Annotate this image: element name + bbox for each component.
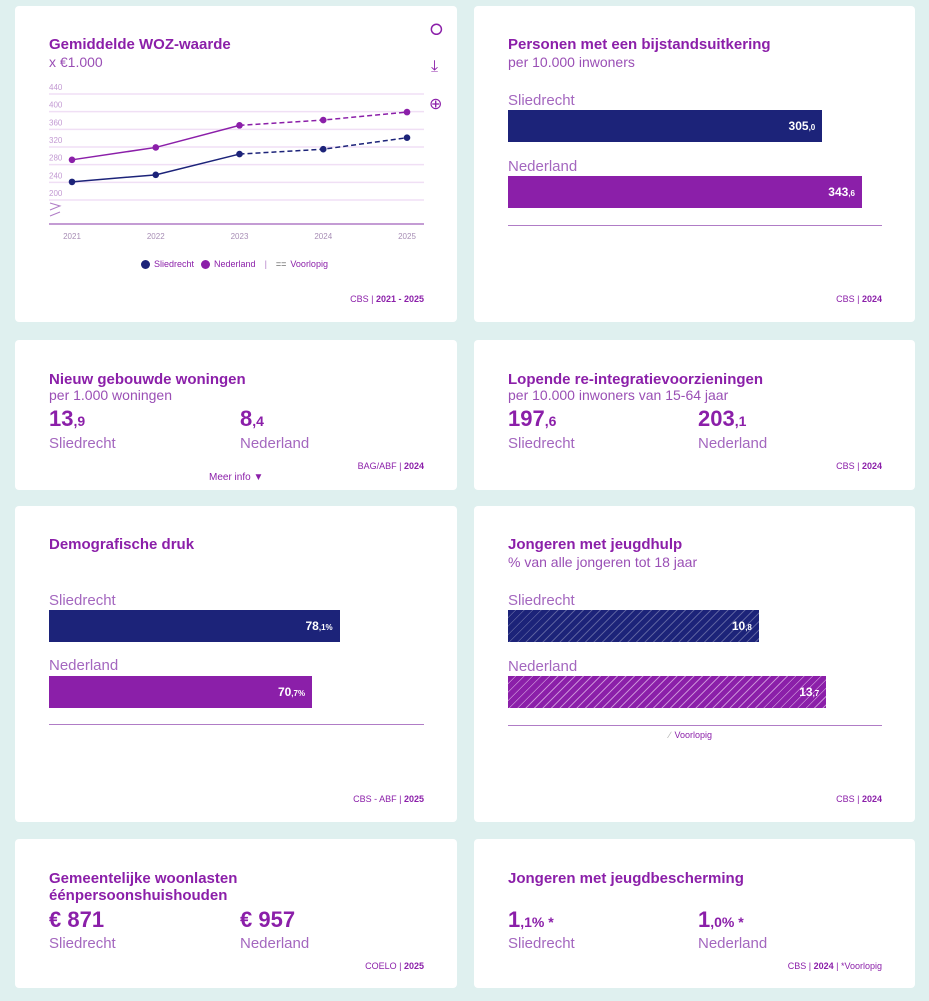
card-subtitle: % van alle jongeren tot 18 jaar — [508, 554, 698, 570]
legend-voorlopig: Voorlopig — [290, 259, 328, 269]
woz-line-chart: 200 240 280 320 360 400 440 2021 2022 2023 2024 202… — [49, 83, 424, 241]
x-tick-label: 2023 — [231, 232, 249, 241]
demografische-druk-card: Demografische druk Sliedrecht 78,1% Nede… — [15, 506, 457, 822]
card-subtitle: per 10.000 inwoners — [508, 54, 635, 70]
value-sliedrecht: 1,1% * — [508, 907, 554, 932]
reintegratie-card: Lopende re-integratievoorzieningen per 1… — [474, 340, 915, 490]
series-line-nederland — [71, 124, 240, 161]
bar-label: Sliedrecht — [508, 592, 575, 609]
chart-legend: Sliedrecht Nederland | == Voorlopig — [141, 259, 328, 269]
dash-icon: == — [275, 259, 287, 269]
bar-nederland: 343,6 — [508, 176, 862, 208]
data-point-nederland — [236, 122, 243, 129]
card-title: Nieuw gebouwde woningen — [49, 371, 246, 388]
source-label: CBS - ABF | 2025 — [353, 794, 424, 804]
bar-nederland: 70,7% — [49, 676, 313, 708]
value-sliedrecht: € 871 — [49, 907, 105, 932]
source-label: COELO | 2025 — [365, 961, 424, 971]
axis-break-icon — [49, 202, 62, 217]
value-sliedrecht: 197,6 — [508, 406, 557, 431]
value-nederland: 1,0% * — [698, 907, 744, 932]
woonlasten-card: Gemeentelijke woonlasten éénpersoonshuish… — [15, 839, 457, 988]
x-tick-label: 2022 — [147, 232, 165, 241]
label-nederland: Nederland — [240, 435, 310, 452]
value-nederland: 8,4 — [240, 406, 264, 431]
y-tick-label: 280 — [49, 154, 63, 163]
bar-label: Nederland — [508, 658, 578, 675]
data-point-nederland — [68, 156, 76, 164]
data-point-nederland — [152, 144, 160, 151]
bar-axis — [508, 725, 882, 726]
share-icon[interactable]: ⭘ — [430, 22, 443, 39]
source-label: CBS | 2021 - 2025 — [350, 294, 424, 304]
label-nederland: Nederland — [698, 435, 768, 452]
source-label: CBS | 2024 — [836, 794, 882, 804]
y-tick-label: 240 — [49, 171, 63, 180]
bar-sliedrecht: 10,8 — [508, 610, 759, 642]
jeugdbescherming-card: Jongeren met jeugdbescherming 1,1% * Sli… — [474, 839, 915, 988]
bar-sliedrecht: 78,1% — [49, 610, 340, 642]
card-title: Jongeren met jeugdhulp — [508, 536, 683, 553]
card-subtitle: per 10.000 inwoners van 15-64 jaar — [508, 387, 729, 403]
card-title: Lopende re-integratievoorzieningen — [508, 371, 764, 388]
data-point-sliedrecht — [319, 145, 327, 153]
zoom-in-icon[interactable]: ⊕ — [429, 96, 443, 113]
card-subtitle: x €1.000 — [49, 54, 103, 70]
bijstand-card: Personen met een bijstandsuitkering per … — [474, 6, 915, 322]
bar-axis — [49, 724, 424, 725]
woningen-card: Nieuw gebouwde woningen per 1.000 woning… — [15, 340, 457, 490]
legend-swatch-nederland — [201, 259, 211, 269]
source-label: CBS | 2024 — [836, 294, 882, 304]
caret-down-icon: ▼ — [253, 472, 264, 483]
voorlopig-legend: ∕ Voorlopig — [669, 730, 713, 740]
data-point-sliedrecht — [152, 171, 160, 179]
label-sliedrecht: Sliedrecht — [49, 935, 116, 952]
bar-axis — [508, 225, 882, 226]
hatch-icon: ∕ — [669, 730, 671, 740]
source-label: CBS | 2024 | *Voorlopig — [787, 961, 882, 971]
card-title: Gemeentelijke woonlasten éénpersoonshuish… — [49, 870, 238, 904]
legend-swatch-sliedrecht — [141, 259, 150, 269]
label-nederland: Nederland — [698, 935, 768, 952]
label-sliedrecht: Sliedrecht — [508, 935, 575, 952]
download-icon[interactable]: ⤓ — [431, 58, 439, 75]
data-point-nederland — [319, 116, 327, 124]
bar-label: Sliedrecht — [49, 592, 116, 609]
label-sliedrecht: Sliedrecht — [49, 435, 116, 452]
data-point-sliedrecht — [236, 150, 243, 158]
y-tick-label: 440 — [49, 83, 63, 92]
legend-sliedrecht: Sliedrecht — [154, 259, 195, 269]
value-sliedrecht: 13,9 — [49, 406, 86, 431]
y-tick-label: 360 — [49, 118, 63, 127]
x-tick-label: 2024 — [314, 232, 332, 241]
y-tick-label: 200 — [49, 189, 63, 198]
value-nederland: 203,1 — [698, 406, 747, 431]
bar-nederland: 13,7 — [508, 676, 827, 708]
bar-sliedrecht: 305,0 — [508, 110, 823, 142]
woz-card: Gemiddelde WOZ-waarde x €1.000 ⭘ ⤓ ⊕ 200… — [15, 6, 457, 322]
x-tick-label: 2021 — [63, 232, 81, 241]
source-label: CBS | 2024 — [836, 461, 882, 471]
y-tick-label: 400 — [49, 101, 63, 110]
data-point-nederland — [403, 108, 411, 116]
card-title: Jongeren met jeugdbescherming — [508, 870, 744, 887]
card-subtitle: per 1.000 woningen — [49, 387, 172, 403]
card-title: Gemiddelde WOZ-waarde — [49, 36, 231, 53]
source-label: BAG/ABF | 2024 — [357, 461, 424, 471]
legend-nederland: Nederland — [214, 259, 256, 269]
x-tick-label: 2025 — [398, 232, 416, 241]
value-nederland: € 957 — [240, 907, 296, 932]
label-nederland: Nederland — [240, 935, 310, 952]
card-title: Personen met een bijstandsuitkering — [508, 36, 771, 53]
label-sliedrecht: Sliedrecht — [508, 435, 575, 452]
bar-label: Nederland — [508, 158, 578, 175]
meer-info-button[interactable]: Meer info ▼ — [209, 472, 264, 483]
jeugdhulp-card: Jongeren met jeugdhulp % van alle jonger… — [474, 506, 915, 822]
bar-label: Nederland — [49, 657, 119, 674]
y-tick-label: 320 — [49, 136, 63, 145]
data-point-sliedrecht — [68, 178, 76, 186]
card-title: Demografische druk — [49, 536, 195, 553]
data-point-sliedrecht — [403, 134, 411, 142]
bar-label: Sliedrecht — [508, 92, 575, 109]
